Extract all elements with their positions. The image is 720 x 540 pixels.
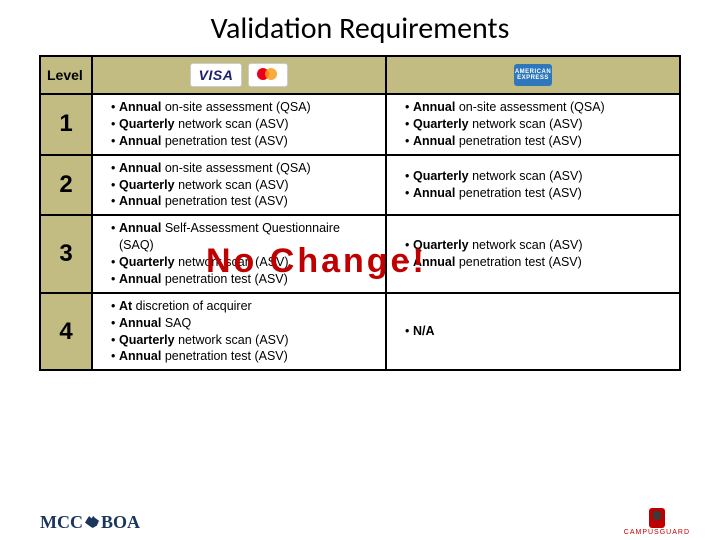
list-item: Annual Self-Assessment Questionnaire (SA… (111, 220, 377, 254)
requirements-table: Level VISA AMERICAN EXPRESS 1Annual on-s… (39, 55, 681, 371)
right-cell: Annual on-site assessment (QSA)Quarterly… (386, 94, 680, 155)
list-item: Annual SAQ (111, 315, 377, 332)
right-cell: Quarterly network scan (ASV)Annual penet… (386, 155, 680, 216)
header-amex: AMERICAN EXPRESS (386, 56, 680, 94)
mid-cell: Annual on-site assessment (QSA)Quarterly… (92, 155, 386, 216)
list-item: Annual penetration test (ASV) (405, 133, 671, 150)
list-item: Quarterly network scan (ASV) (111, 177, 377, 194)
campusguard-logo: CAMPUSGUARD (624, 508, 690, 536)
list-item: Annual penetration test (ASV) (405, 185, 671, 202)
list-item: Annual penetration test (ASV) (111, 271, 377, 288)
header-logos: VISA (92, 56, 386, 94)
list-item: Annual penetration test (ASV) (111, 133, 377, 150)
list-item: Quarterly network scan (ASV) (405, 168, 671, 185)
list-item: Quarterly network scan (ASV) (405, 116, 671, 133)
table-row: 3 Annual Self-Assessment Questionnaire (S… (40, 215, 680, 293)
right-cell: Quarterly network scan (ASV)Annual penet… (386, 215, 680, 293)
right-cell: N/A (386, 293, 680, 371)
table-row: 1Annual on-site assessment (QSA)Quarterl… (40, 94, 680, 155)
michigan-icon (85, 516, 99, 528)
header-level: Level (40, 56, 92, 94)
list-item: Quarterly network scan (ASV) (111, 116, 377, 133)
list-item: Annual penetration test (ASV) (111, 348, 377, 365)
list-item: Quarterly network scan (ASV) (405, 237, 671, 254)
campusguard-label: CAMPUSGUARD (624, 529, 690, 536)
mastercard-logo-icon (248, 63, 288, 87)
list-item: Quarterly network scan (ASV) (111, 254, 377, 271)
list-item: Annual on-site assessment (QSA) (111, 99, 377, 116)
level-cell: 1 (40, 94, 92, 155)
list-item: Annual on-site assessment (QSA) (111, 160, 377, 177)
campusguard-icon (649, 508, 665, 528)
list-item: Annual on-site assessment (QSA) (405, 99, 671, 116)
mid-cell: Annual Self-Assessment Questionnaire (SA… (92, 215, 386, 293)
level-cell: 4 (40, 293, 92, 371)
list-item: Annual penetration test (ASV) (405, 254, 671, 271)
page-title: Validation Requirements (0, 10, 720, 47)
visa-logo-icon: VISA (190, 63, 242, 87)
list-item: Quarterly network scan (ASV) (111, 332, 377, 349)
footer: MCCBOA CAMPUSGUARD (40, 508, 690, 536)
table-row: 2Annual on-site assessment (QSA)Quarterl… (40, 155, 680, 216)
level-cell: 3 (40, 215, 92, 293)
table-header-row: Level VISA AMERICAN EXPRESS (40, 56, 680, 94)
table-row: 4At discretion of acquirerAnnual SAQQuar… (40, 293, 680, 371)
list-item: At discretion of acquirer (111, 298, 377, 315)
mid-cell: Annual on-site assessment (QSA)Quarterly… (92, 94, 386, 155)
amex-logo-icon: AMERICAN EXPRESS (514, 64, 552, 86)
mid-cell: At discretion of acquirerAnnual SAQQuart… (92, 293, 386, 371)
level-cell: 2 (40, 155, 92, 216)
list-item: Annual penetration test (ASV) (111, 193, 377, 210)
list-item: N/A (405, 323, 671, 340)
mccboa-logo: MCCBOA (40, 512, 140, 533)
